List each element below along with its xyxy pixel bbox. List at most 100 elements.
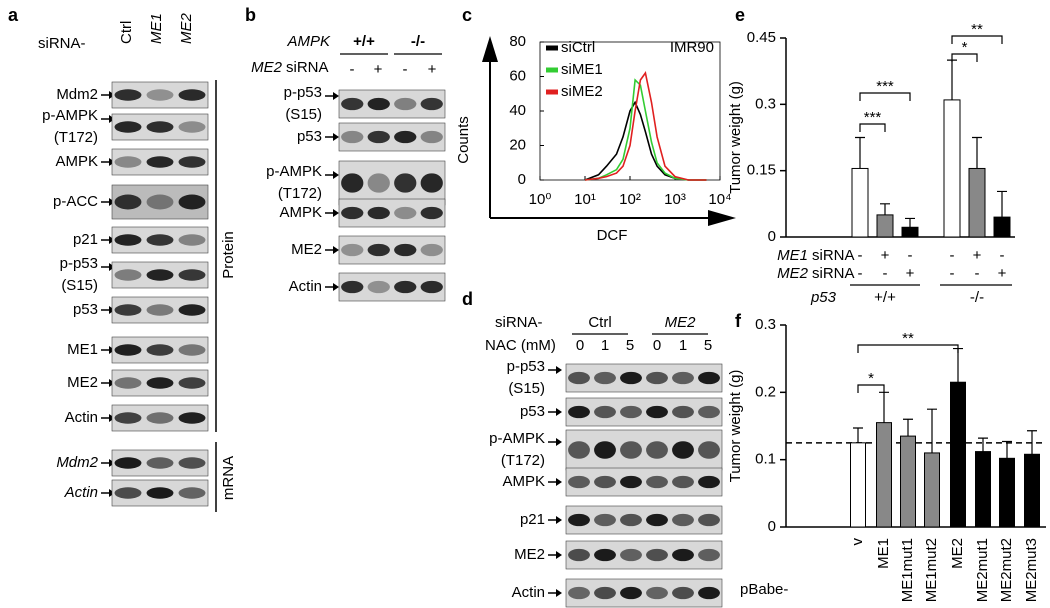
row-label: p53 xyxy=(297,128,322,145)
arrow-head xyxy=(556,478,562,486)
error-bar xyxy=(927,408,937,453)
row-label: p-ACC xyxy=(53,193,98,210)
band xyxy=(146,156,174,168)
band xyxy=(420,173,443,193)
band xyxy=(146,377,174,389)
band xyxy=(698,586,720,600)
band xyxy=(178,121,206,133)
x-tick-label: 10⁴ xyxy=(708,191,731,208)
band xyxy=(646,586,668,600)
band xyxy=(420,243,443,257)
significance-label: * xyxy=(962,39,968,56)
group-name: ME2 xyxy=(665,314,697,331)
x-tick-label: ME2 xyxy=(949,538,966,569)
condition-sign: + xyxy=(906,265,915,282)
band xyxy=(367,243,390,257)
error-bar xyxy=(1002,440,1012,459)
band xyxy=(178,156,206,168)
arrow-head xyxy=(333,133,339,141)
band xyxy=(178,487,206,499)
y-tick-label: 40 xyxy=(509,102,526,119)
y-tick-label: 0.1 xyxy=(755,451,776,468)
condition-gene: ME2 xyxy=(777,265,809,282)
x-prefix: pBabe- xyxy=(740,581,788,598)
band xyxy=(672,371,694,385)
lane-sign: - xyxy=(403,61,408,78)
blot xyxy=(565,505,723,535)
panel-label: f xyxy=(735,311,742,331)
band xyxy=(672,548,694,562)
band xyxy=(114,412,142,424)
group-label: Protein xyxy=(220,231,237,279)
row-label: p21 xyxy=(520,511,545,528)
band xyxy=(568,441,590,459)
band xyxy=(420,206,443,220)
genotype: -/- xyxy=(411,33,425,50)
condition-sign: - xyxy=(950,265,955,282)
dose: 5 xyxy=(704,337,712,354)
y-tick-label: 0.3 xyxy=(755,316,776,333)
error-bar xyxy=(978,437,988,452)
row-label: Actin xyxy=(512,584,545,601)
band xyxy=(394,173,417,193)
row-label: (T172) xyxy=(54,129,98,146)
band xyxy=(146,121,174,133)
significance-bracket xyxy=(951,35,1003,44)
band xyxy=(178,457,206,469)
condition-sign: + xyxy=(881,247,890,264)
row-label: (T172) xyxy=(501,452,545,469)
band xyxy=(698,513,720,527)
bar xyxy=(851,167,869,238)
band xyxy=(114,377,142,389)
row-label: AMPK xyxy=(55,153,98,170)
group-name: -/- xyxy=(970,289,984,306)
condition-sign: - xyxy=(858,247,863,264)
bar xyxy=(901,226,919,238)
legend-label: siCtrl xyxy=(561,39,595,56)
band xyxy=(568,405,590,419)
condition-sign: - xyxy=(908,247,913,264)
band xyxy=(341,280,364,294)
arrow-head xyxy=(333,283,339,291)
blot xyxy=(338,235,446,265)
dose: 5 xyxy=(626,337,634,354)
treatment-label: siRNA- xyxy=(495,314,543,331)
panel-label: b xyxy=(245,5,256,25)
row-label: (S15) xyxy=(285,106,322,123)
group-label: p53 xyxy=(810,289,837,306)
x-tick-label: 10³ xyxy=(664,191,686,208)
band xyxy=(620,513,642,527)
band xyxy=(146,344,174,356)
row-label: Actin xyxy=(64,484,98,501)
lane-sign: + xyxy=(428,61,437,78)
error-bar xyxy=(855,136,865,169)
significance-label: *** xyxy=(876,78,894,95)
blot xyxy=(565,363,723,393)
band xyxy=(114,344,142,356)
band xyxy=(114,194,142,210)
error-bar xyxy=(853,427,863,443)
band xyxy=(698,548,720,562)
y-tick-label: 80 xyxy=(509,33,526,50)
band xyxy=(367,173,390,193)
blot xyxy=(565,467,723,497)
lane-label: ME1 xyxy=(148,13,165,44)
row-label: AMPK xyxy=(502,473,545,490)
x-tick-label: ME1 xyxy=(875,538,892,569)
blot xyxy=(565,397,723,427)
band xyxy=(146,234,174,246)
group-name: +/+ xyxy=(874,289,896,306)
band xyxy=(114,234,142,246)
row-label: p-p53 xyxy=(284,84,322,101)
x-tick-label: 10¹ xyxy=(574,191,596,208)
bar xyxy=(993,216,1011,238)
bar xyxy=(975,451,991,528)
bar xyxy=(1024,453,1040,528)
band xyxy=(698,371,720,385)
blot xyxy=(565,540,723,570)
row-label: p-p53 xyxy=(507,358,545,375)
band xyxy=(114,89,142,101)
band xyxy=(568,586,590,600)
band xyxy=(620,405,642,419)
band xyxy=(178,194,206,210)
